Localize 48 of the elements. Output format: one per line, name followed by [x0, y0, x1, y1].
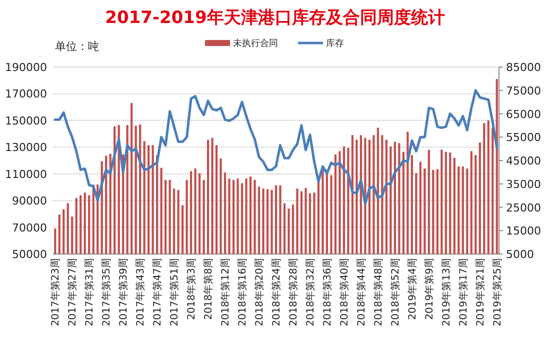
- x-tick-label: 2018年第44周: [355, 258, 368, 326]
- y-tick-label: 50000: [12, 248, 47, 261]
- x-tick-label: 2017年第43周: [134, 258, 147, 326]
- x-tick-label: 2019年第13周: [440, 258, 452, 326]
- x-tick-label: 2017年第51周: [168, 258, 181, 326]
- x-tick-label: 2019年第4周: [406, 258, 418, 320]
- chart-title: 2017-2019年天津港口库存及合同周度统计: [105, 8, 445, 28]
- y-tick-label: 190000: [5, 61, 47, 74]
- legend-label: 未执行合同: [233, 38, 278, 49]
- y2-tick-label: 65000: [506, 108, 541, 121]
- y-tick-label: 130000: [5, 141, 47, 154]
- y-tick-label: 150000: [5, 114, 47, 128]
- x-tick-label: 2017年第23周: [50, 258, 62, 326]
- y-tick-label: 70000: [12, 221, 47, 234]
- x-tick-label: 2017年第47周: [152, 258, 164, 326]
- x-tick-label: 2017年第27周: [66, 258, 79, 326]
- x-tick-label: 2018年第40周: [338, 258, 350, 326]
- y-tick-label: 170000: [5, 88, 47, 101]
- x-tick-label: 2018年第24周: [270, 258, 282, 326]
- y2-tick-label: 35000: [506, 178, 541, 191]
- y2-tick-label: 45000: [506, 154, 541, 168]
- legend-label: 库存: [326, 38, 344, 49]
- y2-tick-label: 85000: [506, 61, 541, 74]
- x-tick-label: 2018年第16周: [236, 258, 249, 326]
- x-tick-label: 2018年第20周: [254, 258, 266, 326]
- x-tick-label: 2017年第31周: [84, 258, 96, 326]
- x-tick-label: 2019年第25周: [491, 258, 504, 326]
- y2-tick-label: 75000: [506, 84, 541, 98]
- x-tick-label: 2018年第8周: [202, 258, 215, 320]
- y2-tick-label: 55000: [506, 131, 541, 144]
- x-tick-label: 2018年第52周: [389, 258, 402, 326]
- x-tick-label: 2018年第3周: [186, 258, 198, 320]
- x-tick-label: 2019年第9周: [423, 258, 436, 320]
- x-tick-label: 2018年第36周: [321, 258, 334, 326]
- x-tick-label: 2018年第28周: [287, 258, 300, 326]
- x-tick-label: 2017年第35周: [100, 258, 113, 326]
- x-tick-label: 2019年第21周: [474, 258, 486, 326]
- x-tick-label: 2018年第12周: [220, 258, 232, 326]
- x-tick-label: 2018年第48周: [372, 258, 384, 326]
- x-tick-label: 2017年第39周: [118, 258, 130, 326]
- y2-tick-label: 15000: [506, 224, 541, 238]
- x-tick-label: 2018年第32周: [304, 258, 316, 326]
- y-tick-label: 110000: [5, 168, 47, 181]
- y-axis-title: 单位：吨: [55, 40, 99, 53]
- y2-tick-label: 5000: [506, 248, 534, 261]
- y-tick-label: 90000: [12, 194, 47, 208]
- x-tick-label: 2019年第17周: [457, 258, 470, 326]
- y2-tick-label: 25000: [506, 201, 541, 214]
